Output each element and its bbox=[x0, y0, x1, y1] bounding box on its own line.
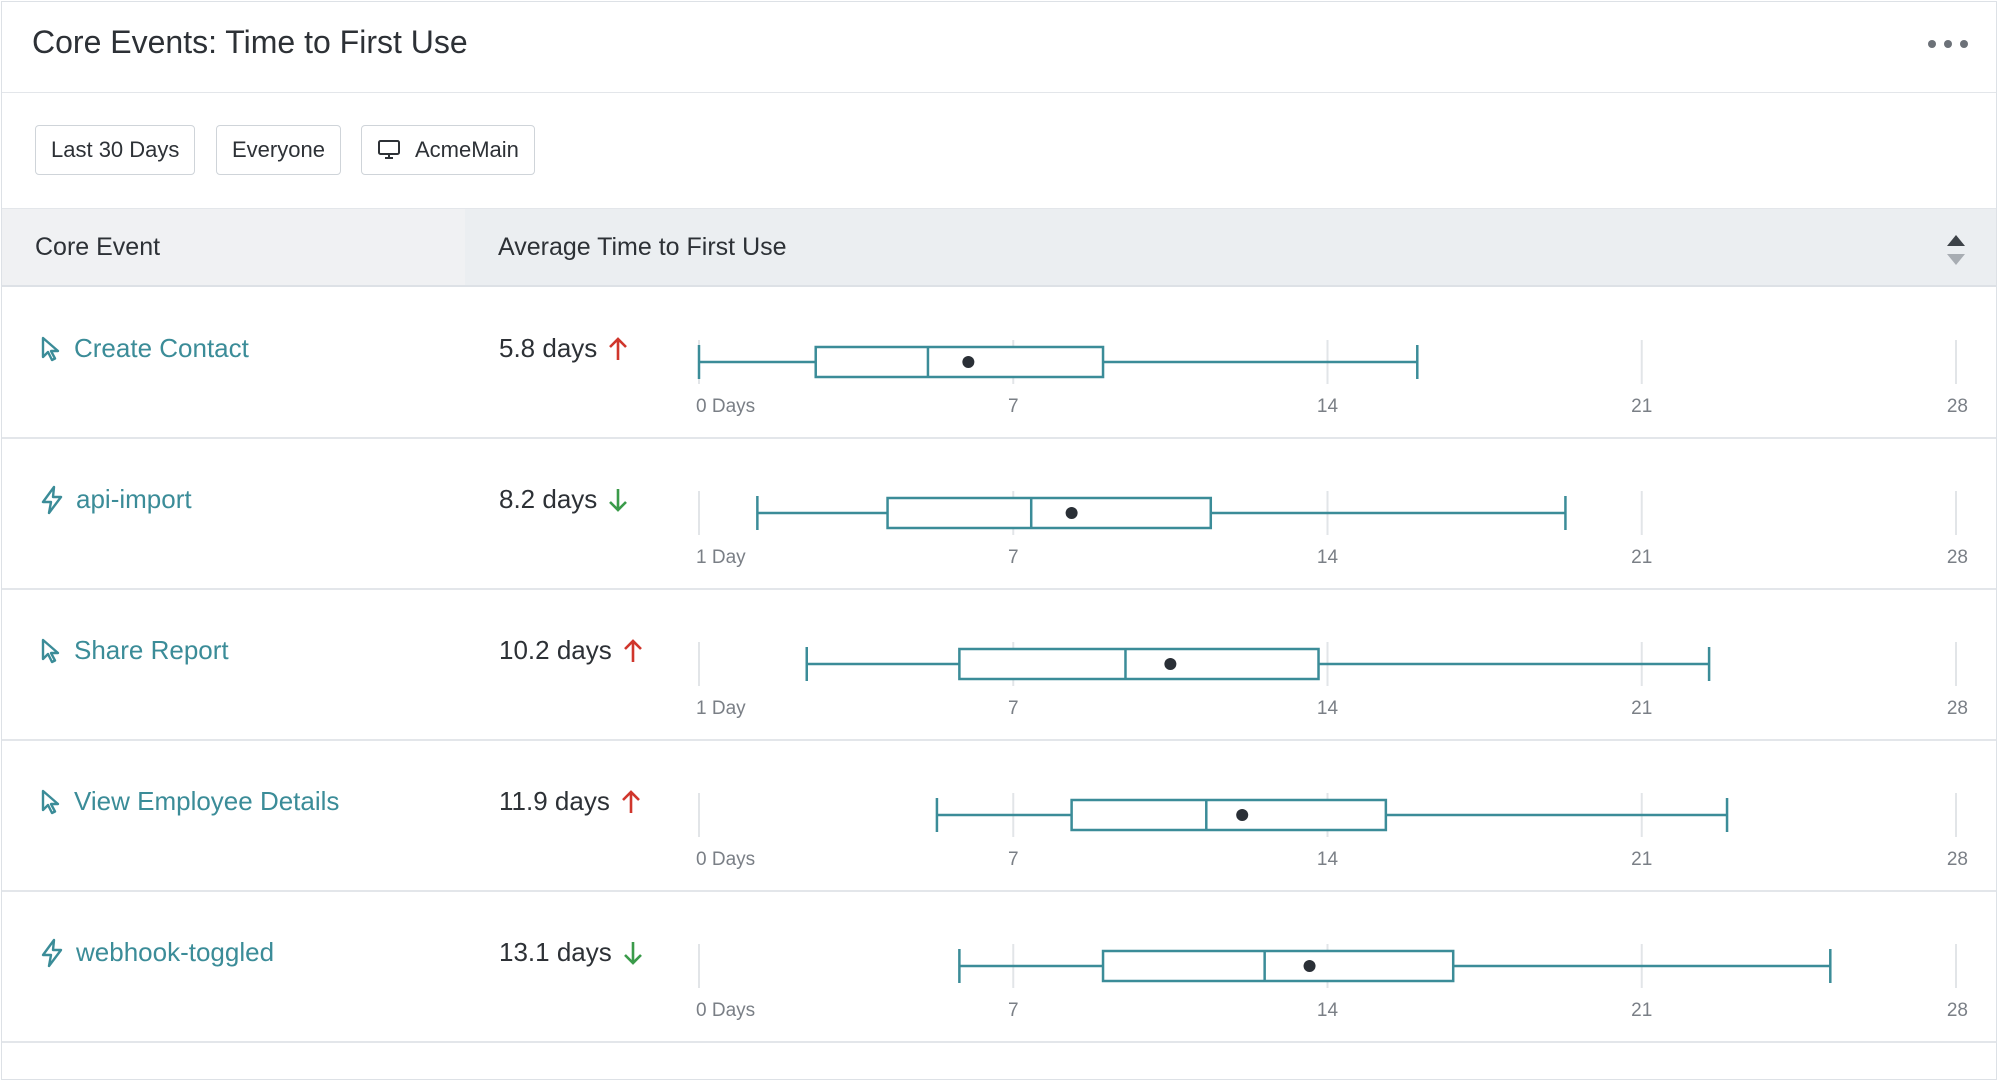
average-time-text: 5.8 days bbox=[499, 333, 598, 363]
average-time-text: 13.1 days bbox=[499, 937, 612, 967]
cursor-icon bbox=[41, 789, 60, 814]
core-event-label: View Employee Details bbox=[74, 786, 340, 816]
cursor-icon bbox=[41, 638, 60, 663]
box-plot: 0 Days 7 14 21 28 bbox=[696, 340, 1968, 417]
average-time-value: 10.2 days bbox=[499, 635, 644, 666]
mean-dot bbox=[1303, 960, 1316, 972]
col-label-core-event: Core Event bbox=[35, 233, 161, 261]
core-event-link[interactable]: View Employee Details bbox=[40, 786, 339, 817]
sort-icon[interactable] bbox=[1946, 233, 1966, 267]
table-row: Share Report 10.2 days 1 Day 7 14 21 28 bbox=[2, 590, 1996, 741]
table-header: Core Event Average Time to First Use bbox=[2, 209, 1996, 287]
tick-label: 14 bbox=[1317, 396, 1339, 417]
tick-label: 21 bbox=[1631, 1000, 1652, 1021]
core-event-link[interactable]: Share Report bbox=[40, 635, 229, 666]
trend-down-icon bbox=[623, 941, 642, 965]
trend-up-icon bbox=[609, 336, 628, 360]
box-plot: 0 Days 7 14 21 28 bbox=[696, 793, 1968, 870]
tick-label: 14 bbox=[1317, 698, 1339, 719]
tick-label: 14 bbox=[1317, 1000, 1339, 1021]
tick-label: 1 Day bbox=[696, 547, 746, 568]
date-range-label: Last 30 Days bbox=[51, 137, 180, 162]
segment-filter[interactable]: Everyone bbox=[216, 125, 341, 175]
table-row: View Employee Details 11.9 days 0 Days 7 14 2… bbox=[2, 741, 1996, 892]
core-event-label: webhook-toggled bbox=[76, 937, 275, 967]
app-label: AcmeMain bbox=[415, 137, 519, 162]
segment-label: Everyone bbox=[232, 137, 325, 162]
cursor-icon bbox=[41, 336, 60, 361]
core-event-label: Share Report bbox=[74, 635, 229, 665]
tick-label: 7 bbox=[1008, 547, 1019, 568]
trend-up-icon bbox=[621, 789, 640, 813]
core-event-link[interactable]: Create Contact bbox=[40, 333, 249, 364]
box-plot: 1 Day 7 14 21 28 bbox=[696, 642, 1968, 719]
average-time-text: 8.2 days bbox=[499, 484, 598, 514]
tick-label: 1 Day bbox=[696, 698, 746, 719]
box-plot: 0 Days 7 14 21 28 bbox=[696, 944, 1968, 1021]
average-time-value: 8.2 days bbox=[499, 484, 629, 515]
table-row: Create Contact 5.8 days 0 Days 7 14 21 28 bbox=[2, 288, 1996, 439]
bolt-icon bbox=[41, 938, 63, 967]
iqr-box bbox=[814, 345, 1105, 379]
tick-label: 21 bbox=[1631, 698, 1652, 719]
table-row: webhook-toggled 13.1 days 0 Days 7 14 21 28 bbox=[2, 892, 1996, 1043]
core-event-link[interactable]: webhook-toggled bbox=[40, 937, 274, 968]
panel-header: Core Events: Time to First Use bbox=[2, 2, 1996, 93]
core-event-label: Create Contact bbox=[74, 333, 249, 363]
trend-up-icon bbox=[623, 638, 642, 662]
filter-bar: Last 30 Days Everyone AcmeMain bbox=[2, 93, 1996, 209]
trend-down-icon bbox=[609, 488, 628, 512]
tick-label: 0 Days bbox=[696, 1000, 755, 1021]
tick-label: 28 bbox=[1947, 547, 1968, 568]
core-event-link[interactable]: api-import bbox=[40, 484, 192, 515]
tick-label: 7 bbox=[1008, 396, 1019, 417]
more-options-icon[interactable] bbox=[1928, 28, 1968, 60]
tick-label: 28 bbox=[1947, 396, 1968, 417]
date-range-filter[interactable]: Last 30 Days bbox=[35, 125, 196, 175]
col-label-average: Average Time to First Use bbox=[498, 233, 787, 261]
tick-label: 21 bbox=[1631, 547, 1652, 568]
average-time-text: 11.9 days bbox=[499, 786, 610, 816]
mean-dot bbox=[1164, 658, 1177, 670]
tick-label: 7 bbox=[1008, 698, 1019, 719]
bolt-icon bbox=[41, 485, 63, 514]
header-col-average[interactable]: Average Time to First Use bbox=[465, 209, 1996, 285]
header-col-event[interactable]: Core Event bbox=[2, 209, 465, 285]
tick-label: 7 bbox=[1008, 849, 1019, 870]
iqr-box bbox=[1101, 949, 1455, 983]
tick-label: 14 bbox=[1317, 547, 1339, 568]
iqr-box bbox=[1070, 798, 1388, 832]
average-time-text: 10.2 days bbox=[499, 635, 612, 665]
mean-dot bbox=[962, 356, 975, 368]
tick-label: 0 Days bbox=[696, 396, 755, 417]
tick-label: 28 bbox=[1947, 698, 1968, 719]
core-event-label: api-import bbox=[76, 484, 192, 514]
page-title: Core Events: Time to First Use bbox=[32, 24, 468, 60]
tick-label: 28 bbox=[1947, 1000, 1968, 1021]
tick-label: 21 bbox=[1631, 396, 1652, 417]
tick-label: 7 bbox=[1008, 1000, 1019, 1021]
average-time-value: 5.8 days bbox=[499, 333, 629, 364]
app-filter[interactable]: AcmeMain bbox=[361, 125, 535, 175]
average-time-value: 11.9 days bbox=[499, 786, 642, 817]
mean-dot bbox=[1236, 809, 1249, 821]
mean-dot bbox=[1065, 507, 1078, 519]
tick-label: 21 bbox=[1631, 849, 1652, 870]
tick-label: 14 bbox=[1317, 849, 1339, 870]
iqr-box bbox=[886, 496, 1213, 530]
monitor-icon bbox=[378, 140, 400, 159]
box-plot: 1 Day 7 14 21 28 bbox=[696, 491, 1968, 568]
tick-label: 28 bbox=[1947, 849, 1968, 870]
table-row: api-import 8.2 days 1 Day 7 14 21 28 bbox=[2, 439, 1996, 590]
iqr-box bbox=[958, 647, 1320, 681]
average-time-value: 13.1 days bbox=[499, 937, 644, 968]
tick-label: 0 Days bbox=[696, 849, 755, 870]
